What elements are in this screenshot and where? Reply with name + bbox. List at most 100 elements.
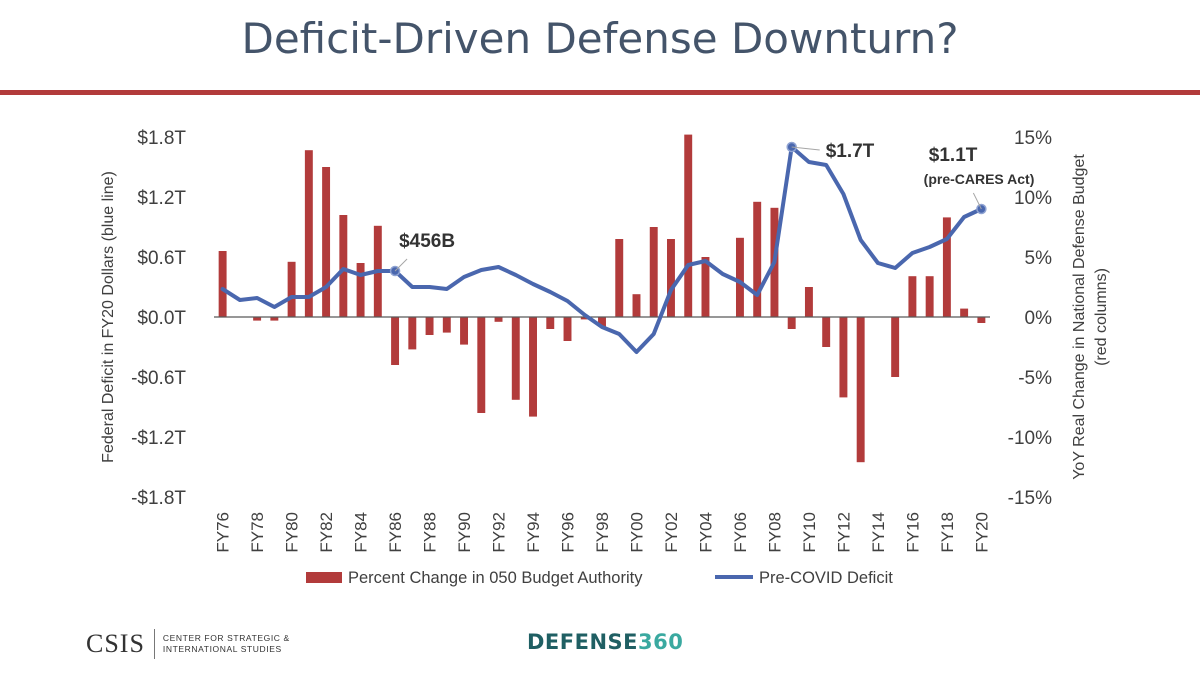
x-tick-label: FY14: [869, 512, 888, 553]
x-tick-label: FY06: [731, 512, 750, 553]
x-tick-label: FY86: [386, 512, 405, 553]
x-tick-label: FY04: [696, 512, 715, 553]
x-tick-label: FY94: [524, 512, 543, 553]
right-tick-label: 0%: [1025, 308, 1053, 329]
x-tick-label: FY16: [903, 512, 922, 553]
chart-legend: Percent Change in 050 Budget Authority P…: [306, 569, 893, 587]
x-tick-label: FY18: [938, 512, 957, 553]
deficit-defense-chart: $1.8T $1.2T $0.6T $0.0T -$0.6T -$1.2T -$1.8T 1…: [100, 128, 1110, 587]
right-tick-label: -15%: [1008, 488, 1052, 509]
bar: [822, 317, 831, 347]
defense360-wordmark-part2: 360: [638, 630, 684, 654]
annotation-leader: [972, 192, 982, 210]
bar: [546, 317, 555, 329]
x-tick-label: FY20: [972, 512, 991, 553]
right-axis-sublabel: (red columns): [1093, 268, 1110, 366]
bar: [856, 317, 865, 463]
bar: [735, 237, 744, 317]
bar-series: [218, 134, 986, 463]
annotation-label: $456B: [399, 231, 455, 252]
left-tick-label: $1.2T: [137, 188, 186, 209]
csis-logo: CSIS CENTER FOR STRATEGIC & INTERNATIONA…: [86, 627, 290, 661]
bar: [511, 317, 520, 400]
bar: [477, 317, 486, 413]
right-axis-ticks: 15% 10% 5% 0% -5% -10% -15%: [1008, 128, 1052, 509]
bar: [649, 227, 658, 317]
x-tick-label: FY08: [765, 512, 784, 553]
left-tick-label: -$1.2T: [131, 428, 186, 449]
bar: [494, 317, 503, 322]
right-tick-label: 10%: [1014, 188, 1052, 209]
x-tick-label: FY96: [559, 512, 578, 553]
bar: [667, 239, 675, 317]
right-tick-label: -5%: [1018, 368, 1052, 389]
bar: [339, 215, 348, 317]
bar: [270, 317, 279, 321]
bar: [563, 317, 572, 341]
x-tick-label: FY90: [455, 512, 474, 553]
x-tick-label: FY02: [662, 512, 681, 553]
x-tick-label: FY88: [421, 512, 440, 553]
x-tick-label: FY78: [248, 512, 267, 553]
x-tick-label: FY12: [834, 512, 853, 553]
bar: [839, 317, 848, 398]
x-tick-label: FY82: [317, 512, 336, 553]
bar: [753, 201, 762, 317]
bar: [529, 317, 537, 417]
bar: [908, 276, 917, 317]
bar: [977, 317, 986, 323]
csis-subtitle: CENTER FOR STRATEGIC & INTERNATIONAL STU…: [162, 633, 290, 654]
bar: [891, 317, 900, 377]
bar: [253, 317, 262, 321]
legend-line-label: Pre-COVID Deficit: [759, 569, 893, 587]
annotation-leader: [394, 258, 408, 272]
legend-bar-label: Percent Change in 050 Budget Authority: [348, 569, 643, 587]
bar: [322, 167, 331, 317]
left-tick-label: -$0.6T: [131, 368, 186, 389]
bar: [925, 276, 934, 317]
line-series-group: [220, 145, 984, 354]
x-tick-label: FY98: [593, 512, 612, 553]
bar: [942, 217, 951, 317]
x-tick-label: FY80: [283, 512, 302, 553]
bar: [356, 263, 365, 317]
bar: [425, 317, 434, 335]
bar: [960, 308, 969, 317]
page-title: Deficit-Driven Defense Downturn?: [241, 14, 959, 63]
right-tick-label: 15%: [1014, 128, 1052, 149]
defense360-wordmark-part1: DEFENSE: [527, 630, 639, 654]
x-tick-label: FY00: [627, 512, 646, 553]
right-tick-label: 5%: [1025, 248, 1053, 269]
left-tick-label: $0.6T: [137, 248, 186, 269]
annotation-group: $456B $1.7T $1.1T (pre-CARES Act): [389, 141, 1035, 277]
left-axis-label: Federal Deficit in FY20 Dollars (blue li…: [100, 171, 117, 463]
bar: [684, 134, 693, 317]
x-tick-label: FY10: [800, 512, 819, 553]
left-tick-label: -$1.8T: [131, 488, 186, 509]
annotation-label: $1.1T: [929, 145, 978, 166]
deficit-line: [220, 145, 984, 354]
bar: [442, 317, 451, 333]
left-axis-ticks: $1.8T $1.2T $0.6T $0.0T -$0.6T -$1.2T -$1.8T: [131, 128, 186, 509]
bar: [632, 294, 641, 317]
bar: [218, 251, 227, 317]
x-tick-label: FY76: [214, 512, 233, 553]
annotation-label: $1.7T: [826, 141, 875, 162]
bar: [304, 150, 313, 317]
defense360-logo: DEFENSE360: [527, 630, 683, 654]
bar: [287, 261, 296, 317]
bar: [615, 239, 624, 317]
bar: [408, 317, 417, 350]
annotation-leader: [791, 146, 820, 151]
bar: [804, 287, 813, 317]
annotation-label: (pre-CARES Act): [924, 171, 1035, 187]
bar: [787, 317, 796, 329]
bar: [701, 257, 710, 317]
legend-bar-swatch: [306, 572, 342, 583]
bar: [598, 317, 606, 327]
right-tick-label: -10%: [1008, 428, 1052, 449]
left-tick-label: $0.0T: [137, 308, 186, 329]
left-tick-label: $1.8T: [137, 128, 186, 149]
bar: [391, 317, 400, 365]
right-axis-label: YoY Real Change in National Defense Budg…: [1071, 154, 1088, 480]
